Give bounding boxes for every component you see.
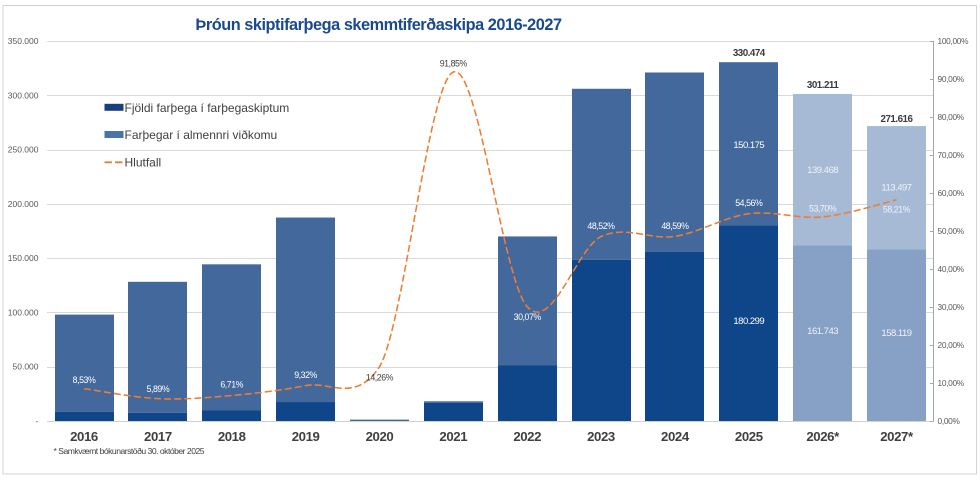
- svg-text:180.299: 180.299: [733, 316, 764, 327]
- svg-text:2019: 2019: [292, 429, 320, 444]
- svg-text:2021: 2021: [439, 429, 467, 444]
- svg-text:2025: 2025: [735, 429, 763, 444]
- svg-text:139.468: 139.468: [807, 165, 838, 176]
- svg-text:80,00%: 80,00%: [938, 112, 965, 122]
- svg-text:40,00%: 40,00%: [938, 264, 965, 274]
- svg-text:48,52%: 48,52%: [587, 221, 615, 231]
- svg-text:158.119: 158.119: [881, 328, 911, 339]
- svg-text:113.497: 113.497: [881, 183, 911, 194]
- svg-text:2020: 2020: [366, 429, 394, 444]
- svg-text:Þróun skiptifarþega skemmtifer: Þróun skiptifarþega skemmtiferðaskipa 20…: [195, 16, 562, 34]
- svg-text:350.000: 350.000: [8, 36, 39, 46]
- svg-text:100,00%: 100,00%: [938, 36, 970, 46]
- svg-text:91,85%: 91,85%: [440, 59, 468, 69]
- svg-text:5,89%: 5,89%: [147, 384, 170, 394]
- svg-text:301.211: 301.211: [807, 80, 839, 91]
- svg-text:50,00%: 50,00%: [938, 226, 965, 236]
- svg-text:2027*: 2027*: [880, 429, 914, 444]
- svg-text:Hlutfall: Hlutfall: [125, 155, 162, 169]
- svg-text:-: -: [36, 416, 39, 426]
- svg-text:2024: 2024: [661, 429, 690, 444]
- svg-text:150.175: 150.175: [733, 140, 764, 151]
- svg-text:100.000: 100.000: [8, 307, 39, 317]
- svg-text:30,07%: 30,07%: [514, 312, 542, 322]
- svg-text:20,00%: 20,00%: [938, 340, 965, 350]
- svg-text:90,00%: 90,00%: [938, 74, 965, 84]
- svg-text:271.616: 271.616: [881, 114, 914, 125]
- svg-text:48,59%: 48,59%: [661, 221, 689, 231]
- svg-text:250.000: 250.000: [8, 145, 39, 155]
- svg-text:70,00%: 70,00%: [938, 150, 965, 160]
- svg-text:300.000: 300.000: [8, 90, 39, 100]
- svg-text:2016: 2016: [70, 429, 98, 444]
- svg-text:200.000: 200.000: [8, 199, 39, 209]
- svg-text:2018: 2018: [218, 429, 246, 444]
- svg-text:54,56%: 54,56%: [735, 198, 763, 208]
- svg-text:30,00%: 30,00%: [938, 302, 965, 312]
- svg-text:6,71%: 6,71%: [220, 380, 243, 390]
- svg-text:0,00%: 0,00%: [938, 416, 961, 426]
- svg-text:Fjöldi farþega í farþegaskiptu: Fjöldi farþega í farþegaskiptum: [125, 101, 290, 115]
- svg-text:10,00%: 10,00%: [938, 378, 965, 388]
- svg-text:14,26%: 14,26%: [366, 373, 394, 383]
- svg-text:58,21%: 58,21%: [883, 205, 911, 215]
- svg-text:330.474: 330.474: [733, 48, 766, 59]
- svg-text:2017: 2017: [144, 429, 172, 444]
- svg-text:150.000: 150.000: [8, 253, 39, 263]
- svg-text:50.000: 50.000: [13, 362, 39, 372]
- svg-text:* Samkvæmt bókunarstöðu 30. ok: * Samkvæmt bókunarstöðu 30. október 2025: [54, 446, 205, 456]
- svg-text:2023: 2023: [587, 429, 615, 444]
- svg-text:60,00%: 60,00%: [938, 188, 965, 198]
- svg-text:Farþegar í almennri viðkomu: Farþegar í almennri viðkomu: [125, 128, 278, 142]
- svg-text:8,53%: 8,53%: [73, 375, 96, 385]
- svg-text:9,32%: 9,32%: [294, 370, 317, 380]
- svg-text:2026*: 2026*: [806, 429, 840, 444]
- svg-text:161.743: 161.743: [807, 326, 838, 337]
- svg-text:2022: 2022: [513, 429, 541, 444]
- svg-text:53,70%: 53,70%: [809, 204, 837, 214]
